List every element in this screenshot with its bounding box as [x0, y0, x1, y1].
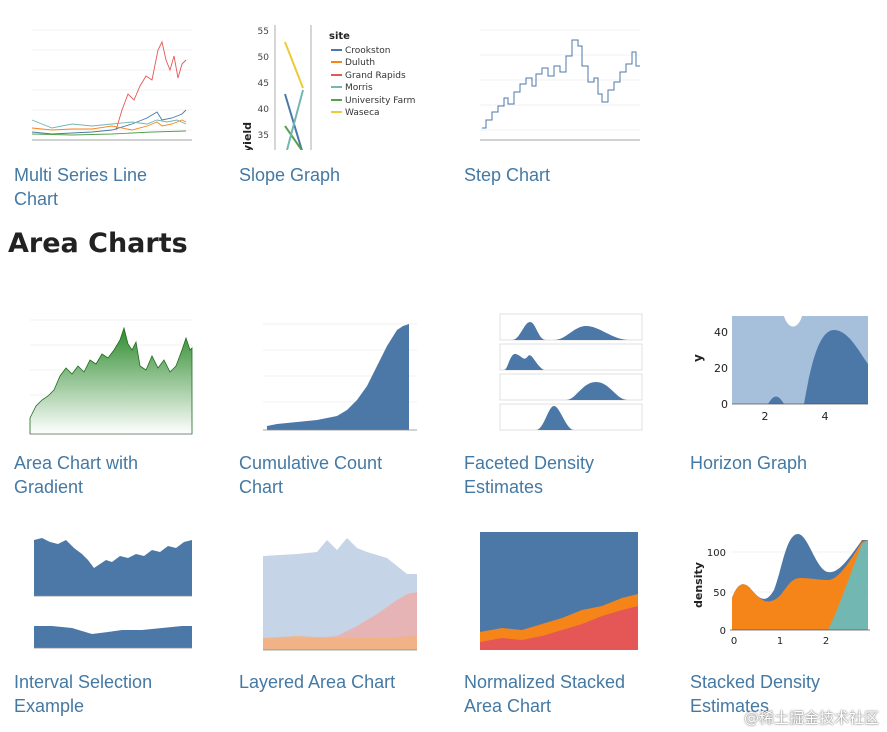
slope-legend-item: Crookston	[345, 46, 390, 56]
caption-line: Chart	[239, 477, 284, 497]
caption-line: Stacked Density	[690, 672, 821, 692]
caption-line: Example	[14, 696, 85, 716]
caption-line: Interval Selection	[14, 672, 153, 692]
watermark: @稀土掘金技术社区	[743, 709, 879, 727]
stacked-density-y-tick: 50	[713, 588, 726, 599]
slope-legend-item: University Farm	[345, 96, 415, 106]
caption-area-chart-gradient[interactable]: Area Chart with Gradient	[14, 451, 214, 499]
caption-line: Cumulative Count	[239, 453, 383, 473]
horizon-graph-image: y 40 20 0 2 4	[691, 316, 868, 423]
caption-line: Estimates	[690, 696, 770, 716]
caption-multi-series-line-chart[interactable]: Multi Series Line Chart	[14, 163, 214, 211]
slope-legend-item: Duluth	[345, 58, 375, 68]
horizon-y-title: y	[691, 354, 705, 362]
caption-stacked-density-estimates[interactable]: Stacked Density Estimates	[690, 670, 887, 718]
caption-layered-area-chart[interactable]: Layered Area Chart	[239, 670, 439, 694]
caption-line: Layered Area Chart	[239, 672, 396, 692]
slope-graph-image: 55 50 45 40 35 yield site Crookston Dulu…	[241, 25, 415, 150]
caption-line: Chart	[14, 189, 59, 209]
caption-line: Step Chart	[464, 165, 551, 185]
faceted-density-estimates-image	[499, 313, 643, 431]
slope-y-tick: 35	[258, 131, 269, 141]
horizon-x-tick: 2	[762, 410, 769, 423]
thumb-horizon-graph[interactable]: y 40 20 0 2 4	[688, 310, 887, 440]
thumb-slope-graph[interactable]: 55 50 45 40 35 yield site Crookston Dulu…	[237, 20, 443, 150]
slope-y-tick: 55	[258, 27, 269, 37]
caption-line: Estimates	[464, 477, 544, 497]
interval-selection-example-image	[34, 538, 192, 649]
thumb-normalized-stacked-area-chart[interactable]	[462, 530, 668, 660]
cumulative-count-chart-image	[263, 323, 417, 431]
caption-horizon-graph[interactable]: Horizon Graph	[690, 451, 887, 475]
thumb-area-chart-gradient[interactable]	[12, 310, 218, 440]
horizon-x-tick: 4	[822, 410, 829, 423]
slope-y-tick: 50	[258, 53, 270, 63]
horizon-y-tick: 0	[721, 398, 728, 411]
stacked-density-x-tick: 0	[731, 636, 737, 647]
area-chart-gradient-image	[29, 319, 193, 435]
slope-y-tick: 40	[258, 105, 270, 115]
slope-legend-item: Grand Rapids	[345, 71, 406, 81]
caption-line: Slope Graph	[239, 165, 341, 185]
stacked-density-x-tick: 1	[777, 636, 783, 647]
thumb-interval-selection-example[interactable]	[12, 530, 218, 660]
caption-faceted-density-estimates[interactable]: Faceted Density Estimates	[464, 451, 664, 499]
caption-line: Area Chart with	[14, 453, 139, 473]
caption-line: Gradient	[14, 477, 84, 497]
section-heading: Area Charts	[8, 228, 188, 259]
caption-cumulative-count-chart[interactable]: Cumulative Count Chart	[239, 451, 439, 499]
layered-area-chart-image	[263, 538, 417, 651]
slope-legend-title: site	[329, 31, 350, 42]
caption-line: Normalized Stacked	[464, 672, 626, 692]
thumb-step-chart[interactable]	[462, 20, 668, 150]
thumb-multi-series-line-chart[interactable]	[12, 20, 218, 150]
horizon-y-tick: 20	[714, 362, 728, 375]
caption-line: Area Chart	[464, 696, 552, 716]
stacked-density-y-title: density	[692, 562, 705, 608]
horizon-y-tick: 40	[714, 326, 728, 339]
caption-slope-graph[interactable]: Slope Graph	[239, 163, 439, 187]
stacked-density-y-tick: 100	[707, 548, 726, 559]
thumb-faceted-density-estimates[interactable]	[462, 310, 668, 440]
slope-legend-item: Waseca	[345, 108, 380, 118]
caption-normalized-stacked-area-chart[interactable]: Normalized Stacked Area Chart	[464, 670, 664, 718]
step-chart-image	[480, 29, 640, 141]
stacked-density-estimates-image: density 100 50 0 0 1 2	[692, 534, 870, 647]
slope-legend-item: Morris	[345, 83, 373, 93]
multi-series-line-chart-image	[31, 29, 192, 141]
stacked-density-y-tick: 0	[720, 626, 726, 637]
normalized-stacked-area-chart-image	[480, 532, 638, 650]
slope-y-tick: 45	[258, 79, 269, 89]
caption-line: Faceted Density	[464, 453, 595, 473]
caption-line: Horizon Graph	[690, 453, 808, 473]
thumb-layered-area-chart[interactable]	[237, 530, 443, 660]
thumb-cumulative-count-chart[interactable]	[237, 310, 443, 440]
stacked-density-x-tick: 2	[823, 636, 829, 647]
caption-line: Multi Series Line	[14, 165, 148, 185]
slope-axis-title: yield	[241, 122, 254, 150]
thumb-stacked-density-estimates[interactable]: density 100 50 0 0 1 2	[688, 530, 887, 660]
caption-interval-selection-example[interactable]: Interval Selection Example	[14, 670, 214, 718]
caption-step-chart[interactable]: Step Chart	[464, 163, 664, 187]
